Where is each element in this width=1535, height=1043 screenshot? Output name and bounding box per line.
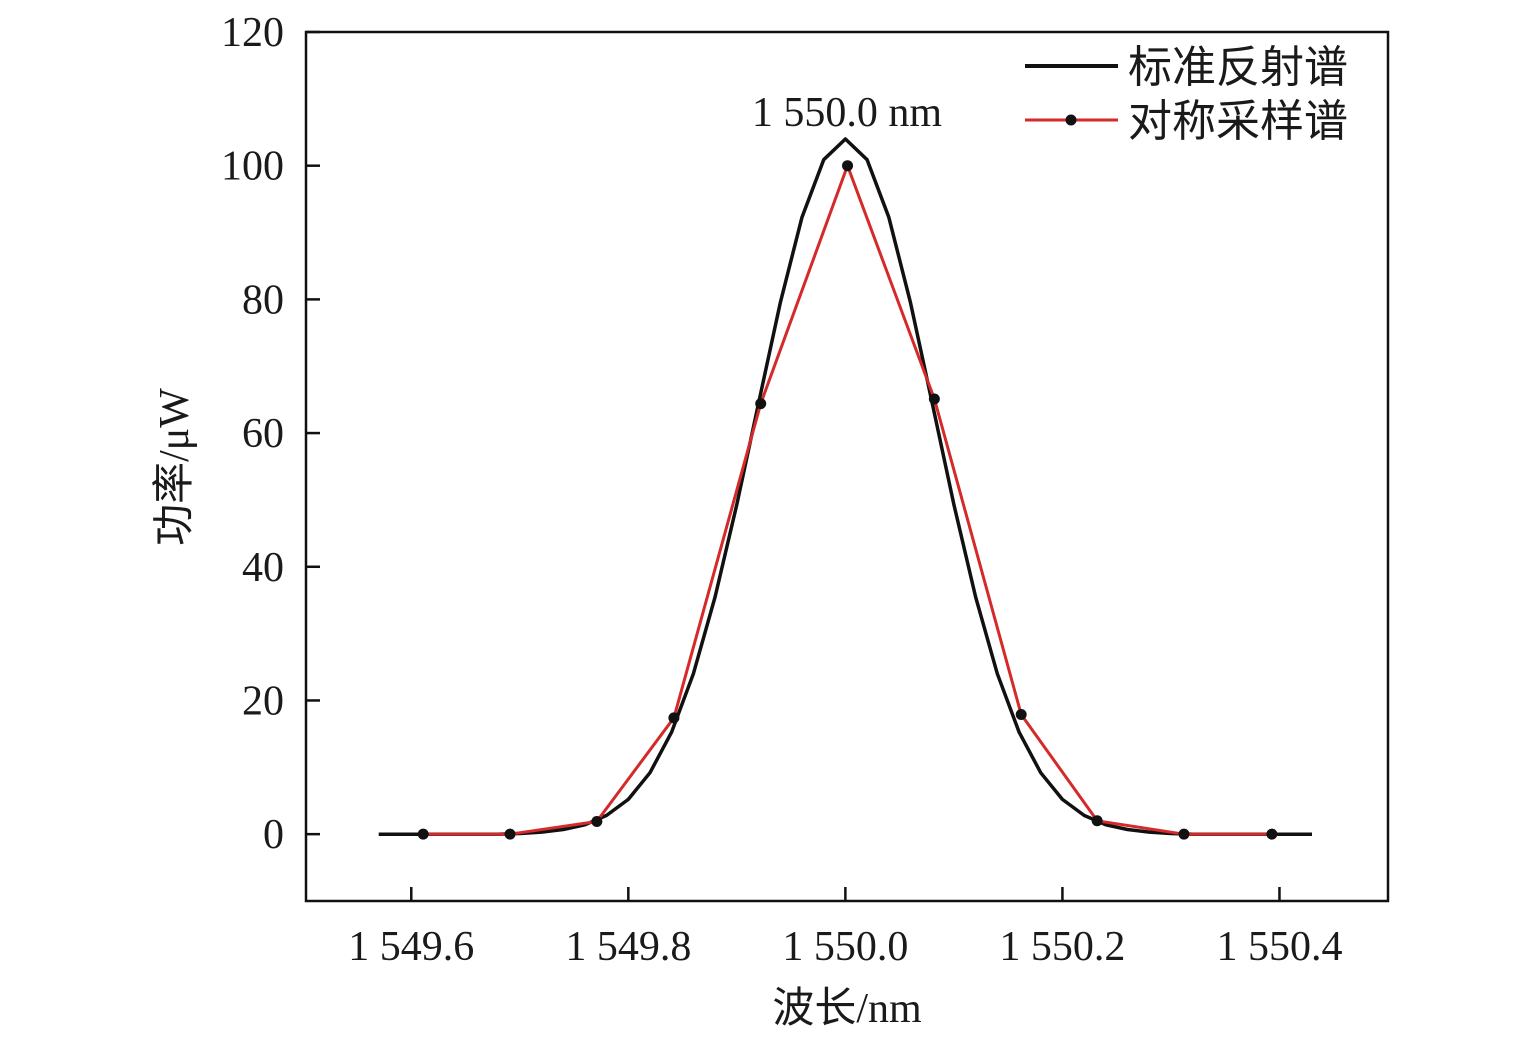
- y-axis-label: 功率/μW: [151, 388, 198, 546]
- legend-label-sampled: 对称采样谱: [1128, 97, 1348, 146]
- data-point: [928, 393, 940, 405]
- x-tick-label: 1 550.4: [1216, 924, 1342, 970]
- data-point: [1091, 815, 1103, 827]
- x-axis-label: 波长/nm: [772, 986, 922, 1032]
- y-tick-label: 40: [242, 545, 284, 591]
- y-tick-label: 100: [221, 144, 284, 190]
- data-point: [1266, 828, 1278, 840]
- x-tick-label: 1 550.2: [999, 924, 1125, 970]
- data-point: [668, 712, 680, 724]
- series-line-sampled: [423, 164, 1272, 836]
- data-point: [1015, 708, 1027, 720]
- data-point: [504, 828, 516, 840]
- series-line-standard: [378, 137, 1312, 836]
- y-tick-label: 120: [221, 10, 284, 56]
- series-layer: [378, 137, 1312, 840]
- annotation-peak: 1 550.0 nm: [752, 90, 943, 136]
- y-tick-label: 20: [242, 678, 284, 724]
- x-tick-label: 1 549.6: [348, 924, 474, 970]
- y-tick-label: 80: [242, 277, 284, 323]
- y-tick-label: 60: [242, 411, 284, 457]
- y-tick-label: 0: [263, 812, 284, 858]
- plot-frame: [304, 30, 1390, 903]
- x-tick-label: 1 550.0: [782, 924, 908, 970]
- data-point: [591, 815, 603, 827]
- data-point: [417, 828, 429, 840]
- legend-marker-sampled: [1065, 114, 1077, 126]
- ticks-layer: 1 549.6 1 549.8 1 550.0 1 550.2 1 550.4 0 20 40…: [221, 10, 1342, 970]
- x-tick-label: 1 549.8: [565, 924, 691, 970]
- data-point: [755, 398, 767, 410]
- legend-label-standard: 标准反射谱: [1128, 43, 1348, 92]
- legend: 标准反射谱 对称采样谱: [1025, 43, 1348, 146]
- data-point: [842, 160, 854, 172]
- data-point: [1178, 828, 1190, 840]
